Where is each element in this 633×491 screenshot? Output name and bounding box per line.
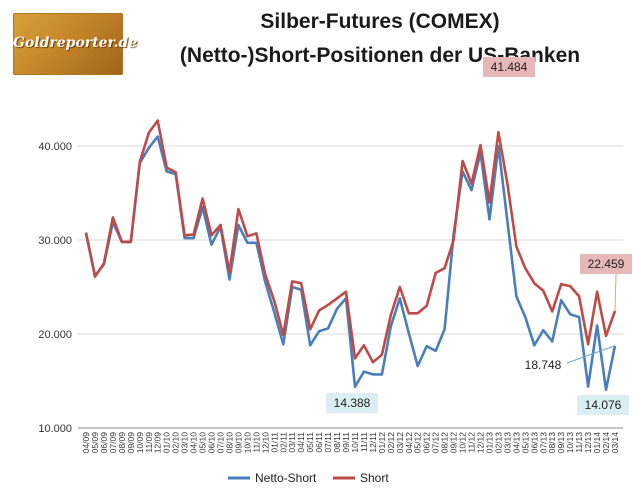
chart-title: Silber-Futures (COMEX)	[260, 10, 500, 33]
x-tick-label: 03/11	[287, 432, 297, 453]
x-tick-label: 03/14	[610, 432, 620, 454]
annotation-short-max: 41.484	[483, 57, 535, 77]
x-tick-label: 01/13	[484, 432, 494, 454]
annotation-short-latest: 22.459	[580, 254, 632, 311]
x-tick-label: 08/11	[332, 432, 342, 453]
annotation-box	[580, 254, 632, 274]
x-tick-label: 02/12	[386, 432, 396, 454]
x-tick-label: 07/09	[108, 432, 118, 454]
x-tick-label: 05/10	[198, 432, 208, 454]
x-tick-label: 07/11	[323, 432, 333, 453]
annotation-leader	[566, 345, 616, 364]
x-tick-label: 12/09	[153, 432, 163, 454]
x-tick-label: 01/10	[162, 432, 172, 454]
x-tick-label: 08/13	[547, 432, 557, 454]
annotation-netto-min-2014: 14.076	[577, 395, 629, 415]
x-tick-label: 05/13	[520, 432, 530, 454]
x-tick-label: 01/12	[377, 432, 387, 454]
x-tick-label: 03/13	[502, 432, 512, 454]
x-tick-label: 10/09	[135, 432, 145, 454]
x-tick-label: 04/11	[296, 432, 306, 453]
legend-label-short: Short	[360, 471, 389, 485]
x-tick-label: 08/09	[117, 432, 127, 454]
x-tick-label: 06/12	[422, 432, 432, 454]
annotation-label: 22.459	[588, 257, 625, 271]
x-tick-label: 03/10	[180, 432, 190, 454]
annotation-box	[577, 395, 629, 415]
x-tick-label: 02/10	[171, 432, 181, 454]
x-tick-label: 10/10	[242, 432, 252, 454]
x-tick-label: 05/12	[413, 432, 423, 454]
x-tick-label: 04/09	[81, 432, 91, 454]
x-tick-label: 11/13	[574, 432, 584, 453]
x-tick-label: 04/13	[511, 432, 521, 454]
x-tick-label: 10/11	[350, 432, 360, 453]
y-tick-label: 30.000	[38, 235, 72, 247]
annotation-label: 14.388	[334, 396, 371, 410]
x-tick-label: 09/11	[341, 432, 351, 453]
x-tick-label: 07/10	[215, 432, 225, 454]
series-line-netto-short	[84, 135, 617, 391]
x-tick-label: 05/09	[90, 432, 100, 454]
annotation-leader	[614, 273, 617, 311]
x-tick-label: 06/10	[207, 432, 217, 454]
x-tick-label: 09/10	[233, 432, 243, 454]
annotation-box	[483, 57, 535, 77]
goldreporter-logo: Goldreporter.de	[13, 13, 138, 75]
logo-text: Goldreporter.de	[13, 35, 138, 51]
x-tick-label: 01/11	[269, 432, 279, 453]
x-tick-label: 11/09	[144, 432, 154, 453]
x-tick-label: 01/14	[592, 432, 602, 454]
annotation-label: 14.076	[585, 398, 622, 412]
y-tick-label: 10.000	[38, 423, 72, 435]
x-tick-label: 02/11	[278, 432, 288, 453]
x-tick-label: 06/09	[99, 432, 109, 454]
x-tick-label: 05/11	[305, 432, 315, 453]
annotation-box	[326, 393, 378, 413]
legend-label-netto-short: Netto-Short	[255, 471, 317, 485]
x-tick-label: 07/12	[431, 432, 441, 454]
x-tick-label: 12/12	[476, 432, 486, 454]
x-tick-label: 06/11	[314, 432, 324, 453]
x-tick-label: 09/13	[556, 432, 566, 454]
y-tick-label: 20.000	[38, 329, 72, 341]
x-tick-label: 11/11	[359, 432, 369, 452]
x-tick-label: 03/12	[395, 432, 405, 454]
x-tick-label: 10/12	[458, 432, 468, 454]
x-tick-label: 07/13	[538, 432, 548, 454]
x-tick-label: 09/09	[126, 432, 136, 454]
legend: Netto-Short Short	[228, 471, 389, 485]
annotation-netto-latest: 18.748	[525, 345, 616, 372]
x-tick-label: 10/13	[565, 432, 575, 454]
x-tick-label: 04/12	[404, 432, 414, 454]
series-line-short	[84, 119, 617, 364]
y-tick-label: 40.000	[38, 141, 72, 153]
annotation-label: 41.484	[491, 60, 528, 74]
annotation-netto-min-2011: 14.388	[326, 393, 378, 413]
chart-subtitle: (Netto-)Short-Positionen der US-Banken	[179, 44, 581, 67]
x-tick-label: 04/10	[189, 432, 199, 454]
x-tick-label: 06/13	[529, 432, 539, 454]
x-tick-label: 12/10	[260, 432, 270, 454]
x-tick-label: 12/11	[368, 432, 378, 453]
x-tick-label: 12/13	[583, 432, 593, 454]
x-tick-label: 08/10	[224, 432, 234, 454]
x-tick-label: 11/10	[251, 432, 261, 453]
x-tick-label: 02/13	[493, 432, 503, 454]
x-tick-label: 02/14	[601, 432, 611, 454]
x-tick-label: 11/12	[467, 432, 477, 453]
x-tick-label: 09/12	[449, 432, 459, 454]
annotation-label: 18.748	[525, 358, 562, 372]
x-tick-label: 08/12	[440, 432, 450, 454]
